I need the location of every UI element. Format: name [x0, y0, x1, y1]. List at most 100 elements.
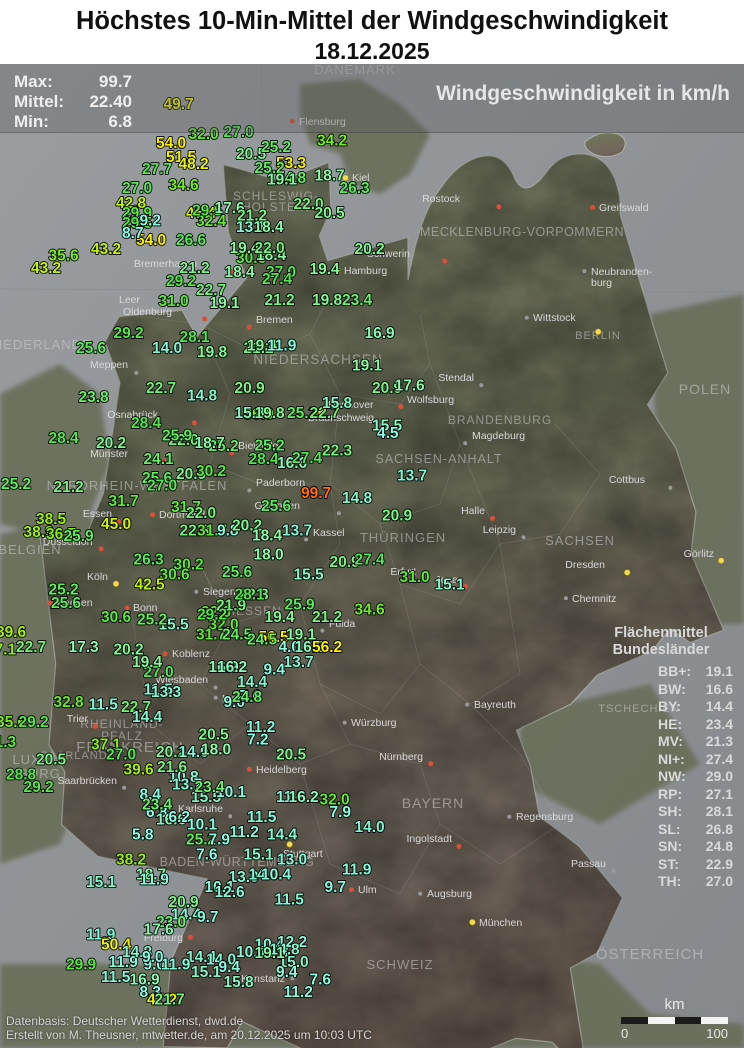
svg-text:34.6: 34.6 — [355, 602, 386, 619]
svg-text:15.8: 15.8 — [224, 974, 255, 991]
svg-text:18.7: 18.7 — [195, 435, 225, 452]
svg-text:7.6: 7.6 — [196, 847, 218, 864]
svg-text:24.8: 24.8 — [232, 689, 263, 706]
svg-text:25.9: 25.9 — [162, 428, 193, 445]
svg-text:22.7: 22.7 — [146, 380, 176, 397]
svg-text:Dresden: Dresden — [565, 559, 605, 571]
svg-text:8.7: 8.7 — [122, 225, 144, 242]
svg-text:25.2: 25.2 — [1, 476, 31, 493]
svg-text:THÜRINGEN: THÜRINGEN — [360, 530, 446, 545]
svg-text:Regensburg: Regensburg — [516, 811, 573, 823]
svg-text:23.8: 23.8 — [79, 389, 110, 406]
svg-text:31.0: 31.0 — [400, 569, 430, 586]
svg-text:9.7: 9.7 — [325, 879, 347, 896]
svg-text:Wolfsburg: Wolfsburg — [407, 394, 454, 406]
svg-text:28.1: 28.1 — [235, 587, 266, 604]
svg-text:22.0: 22.0 — [186, 505, 216, 522]
svg-text:25.6: 25.6 — [76, 340, 107, 357]
svg-text:burg: burg — [591, 277, 612, 289]
svg-text:München: München — [479, 917, 522, 929]
svg-text:19.8: 19.8 — [255, 405, 286, 422]
svg-text:POLEN: POLEN — [679, 381, 731, 397]
svg-text:31.7: 31.7 — [109, 493, 139, 510]
svg-text:31.3: 31.3 — [0, 734, 17, 751]
svg-text:21.7: 21.7 — [155, 992, 185, 1009]
svg-text:11.5: 11.5 — [89, 697, 119, 714]
svg-text:Nürnberg: Nürnberg — [379, 751, 423, 763]
svg-text:17.3: 17.3 — [69, 639, 100, 656]
svg-text:20.2: 20.2 — [355, 241, 385, 258]
svg-text:20.2: 20.2 — [96, 435, 126, 452]
svg-text:Cottbus: Cottbus — [609, 474, 645, 486]
svg-text:30.6: 30.6 — [101, 609, 132, 626]
svg-text:Leipzig: Leipzig — [483, 524, 516, 536]
svg-text:37.1: 37.1 — [0, 642, 17, 659]
svg-text:ÖSTERREICH: ÖSTERREICH — [596, 945, 704, 963]
svg-text:11.9: 11.9 — [267, 338, 297, 355]
svg-text:19.8: 19.8 — [312, 292, 343, 309]
svg-text:13.7: 13.7 — [284, 654, 314, 671]
svg-text:24.1: 24.1 — [144, 451, 175, 468]
svg-text:4.5: 4.5 — [377, 425, 399, 442]
svg-text:19.8: 19.8 — [197, 344, 228, 361]
svg-text:14.0: 14.0 — [355, 819, 385, 836]
svg-text:56.2: 56.2 — [312, 639, 342, 656]
svg-text:27.4: 27.4 — [355, 552, 386, 569]
svg-text:Paderborn: Paderborn — [256, 477, 305, 489]
svg-text:7.9: 7.9 — [330, 804, 352, 821]
svg-text:29.2: 29.2 — [24, 779, 54, 796]
svg-text:23.4: 23.4 — [342, 292, 373, 309]
svg-text:43.2: 43.2 — [31, 260, 61, 277]
svg-text:Siegen: Siegen — [203, 586, 236, 598]
svg-text:7.2: 7.2 — [247, 732, 269, 749]
svg-text:11.2: 11.2 — [230, 824, 259, 841]
svg-text:21.2: 21.2 — [237, 208, 267, 225]
svg-text:11.5: 11.5 — [275, 892, 305, 909]
svg-text:21.2: 21.2 — [54, 479, 84, 496]
svg-text:20.9: 20.9 — [382, 508, 413, 525]
svg-text:Greifswald: Greifswald — [599, 202, 649, 214]
svg-text:17.6: 17.6 — [395, 378, 426, 395]
svg-text:Würzburg: Würzburg — [351, 717, 397, 729]
svg-text:Leer: Leer — [119, 294, 141, 306]
svg-text:SACHSEN-ANHALT: SACHSEN-ANHALT — [376, 452, 503, 466]
svg-text:21.2: 21.2 — [312, 609, 342, 626]
svg-text:31.0: 31.0 — [159, 293, 189, 310]
svg-text:5.8: 5.8 — [132, 827, 154, 844]
svg-text:27.4: 27.4 — [292, 450, 323, 467]
svg-text:Koblenz: Koblenz — [172, 648, 210, 660]
svg-text:25.6: 25.6 — [51, 595, 82, 612]
svg-text:99.7: 99.7 — [301, 485, 331, 502]
svg-text:Görlitz: Görlitz — [684, 548, 714, 560]
svg-text:19.1: 19.1 — [267, 172, 298, 189]
svg-text:25.6: 25.6 — [222, 564, 253, 581]
svg-text:9.4: 9.4 — [276, 964, 298, 981]
svg-text:21.2: 21.2 — [265, 292, 295, 309]
svg-text:21.6: 21.6 — [157, 759, 188, 776]
svg-text:Chemnitz: Chemnitz — [572, 593, 616, 605]
svg-text:Stendal: Stendal — [438, 372, 474, 384]
svg-text:16.2: 16.2 — [289, 789, 319, 806]
svg-text:11.9: 11.9 — [161, 957, 191, 974]
svg-text:Ulm: Ulm — [358, 884, 377, 896]
svg-text:9.0: 9.0 — [142, 949, 164, 966]
svg-text:BAYERN: BAYERN — [402, 795, 465, 811]
svg-text:19.4: 19.4 — [132, 654, 163, 671]
svg-text:27.0: 27.0 — [147, 478, 177, 495]
svg-text:19.4: 19.4 — [265, 609, 296, 626]
svg-text:15.1: 15.1 — [86, 874, 117, 891]
svg-text:Augsburg: Augsburg — [427, 888, 472, 900]
svg-text:45.0: 45.0 — [101, 516, 131, 533]
svg-text:27.7: 27.7 — [142, 161, 172, 178]
svg-text:15.1: 15.1 — [435, 577, 466, 594]
svg-text:13.7: 13.7 — [397, 468, 427, 485]
svg-text:12.6: 12.6 — [215, 884, 246, 901]
svg-text:11.5: 11.5 — [101, 969, 131, 986]
svg-text:14.0: 14.0 — [152, 340, 182, 357]
svg-text:25.6: 25.6 — [261, 498, 292, 515]
svg-text:29.2: 29.2 — [114, 325, 144, 342]
svg-text:Köln: Köln — [87, 571, 108, 583]
svg-text:13.3: 13.3 — [151, 684, 182, 701]
svg-text:20.5: 20.5 — [276, 747, 307, 764]
svg-text:18.0: 18.0 — [254, 547, 284, 564]
